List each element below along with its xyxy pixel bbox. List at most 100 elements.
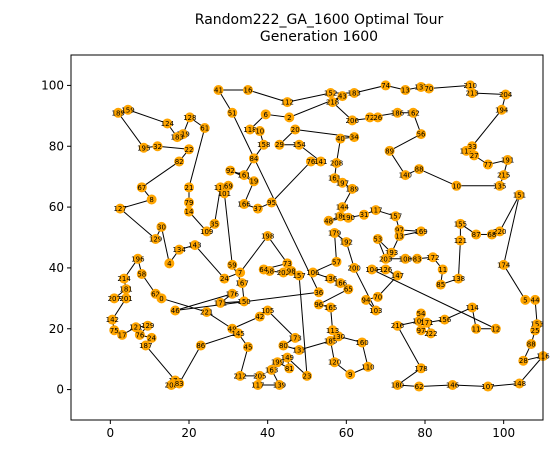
city-node: 34 [349, 132, 360, 143]
city-node: 171 [214, 297, 227, 308]
city-node: 27 [469, 150, 480, 161]
tour-edge [428, 84, 471, 89]
city-node: 136 [324, 273, 338, 284]
city-marker [260, 109, 271, 120]
city-node: 105 [261, 305, 274, 316]
city-label: 22 [185, 146, 194, 154]
city-node: 180 [391, 380, 404, 391]
city-label: 110 [361, 363, 374, 371]
city-label: 76 [306, 158, 315, 166]
city-node: 147 [391, 270, 404, 281]
city-marker [359, 209, 370, 220]
tour-edge [287, 92, 331, 103]
city-node: 184 [334, 211, 348, 222]
city-node: 120 [328, 357, 341, 368]
city-node: 28 [518, 355, 529, 366]
city-marker [494, 180, 505, 191]
city-node: 13 [400, 84, 411, 95]
city-label: 104 [365, 266, 379, 274]
city-node: 92 [225, 165, 236, 176]
city-label: 195 [137, 144, 150, 152]
city-label: 59 [228, 261, 237, 269]
city-marker [294, 345, 305, 356]
tour-edge [160, 226, 170, 264]
city-node: 41 [213, 84, 224, 95]
city-label: 56 [417, 131, 426, 139]
city-label: 201 [119, 295, 132, 303]
city-node: 24 [146, 332, 157, 343]
city-node: 20 [290, 124, 301, 135]
city-marker [313, 299, 324, 310]
city-label: 187 [139, 342, 152, 350]
city-marker [284, 112, 295, 123]
city-marker [227, 107, 238, 118]
city-node: 59 [227, 259, 238, 270]
city-node: 162 [407, 107, 420, 118]
tour-edge [397, 325, 422, 369]
city-marker [394, 230, 405, 241]
city-node: 75 [109, 325, 120, 336]
city-label: 30 [157, 223, 166, 231]
city-marker [421, 317, 432, 328]
city-label: 69 [224, 182, 233, 190]
city-label: 79 [185, 199, 194, 207]
city-marker [364, 112, 375, 123]
city-marker [361, 294, 371, 305]
city-marker [162, 118, 173, 129]
city-label: 213 [466, 90, 479, 98]
city-marker [455, 235, 466, 246]
city-marker [412, 253, 423, 264]
city-marker [248, 176, 259, 187]
x-tick-label: 80 [417, 426, 432, 440]
city-node: 163 [265, 364, 278, 375]
city-node: 37 [252, 203, 263, 214]
city-marker [315, 156, 326, 167]
city-marker [150, 234, 161, 245]
city-label: 206 [346, 117, 360, 125]
tour-edge [371, 268, 497, 330]
city-marker [117, 329, 128, 340]
city-label: 96 [314, 301, 323, 309]
city-marker [109, 293, 120, 304]
city-label: 154 [292, 141, 306, 149]
city-label: 148 [513, 380, 526, 388]
city-label: 207 [108, 295, 121, 303]
city-marker [482, 159, 493, 170]
city-marker [498, 259, 509, 270]
city-node: 138 [452, 273, 465, 284]
city-label: 157 [292, 272, 305, 280]
city-marker [467, 88, 478, 99]
city-node: 205 [253, 370, 266, 381]
city-marker [262, 305, 273, 316]
city-label: 98 [287, 267, 296, 275]
tour-edge [247, 89, 288, 103]
city-node: 156 [438, 314, 452, 325]
city-node: 83 [174, 378, 185, 389]
city-marker [142, 320, 153, 331]
city-label: 9 [348, 371, 352, 379]
city-label: 162 [407, 109, 420, 117]
city-node: 129 [149, 234, 162, 245]
tour-edge [444, 307, 473, 321]
city-label: 113 [326, 327, 339, 335]
city-label: 144 [336, 204, 350, 212]
city-label: 184 [334, 213, 348, 221]
city-node: 9 [345, 369, 356, 380]
city-label: 111 [460, 147, 473, 155]
city-label: 140 [399, 172, 412, 180]
city-node: 89 [384, 145, 395, 156]
city-marker [156, 293, 167, 304]
chart-title-line-1: Random222_GA_1600 Optimal Tour [195, 12, 444, 28]
city-marker [347, 183, 358, 194]
city-node: 121 [129, 322, 143, 333]
city-label: 163 [265, 366, 278, 374]
city-node: 207 [108, 293, 121, 304]
city-label: 13 [395, 232, 404, 240]
city-label: 121 [454, 237, 467, 245]
city-node: 19 [248, 176, 259, 187]
city-marker [416, 226, 427, 237]
city-node: 14 [184, 206, 194, 217]
city-marker [254, 126, 265, 137]
tour-edge [389, 133, 422, 152]
city-node: 51 [227, 107, 238, 118]
